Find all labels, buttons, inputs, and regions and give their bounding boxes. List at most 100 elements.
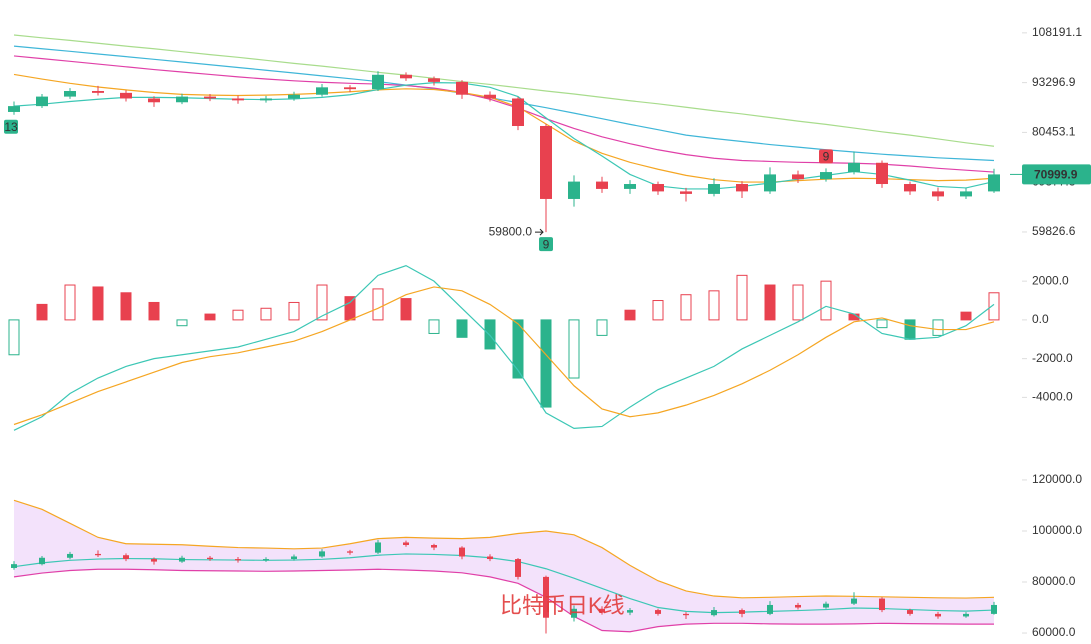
signal-badge (4, 119, 18, 134)
candle-body (260, 98, 272, 101)
candle-body (484, 94, 496, 99)
ma-line (13, 73, 995, 183)
macd-bar (120, 292, 132, 321)
band-line (13, 499, 995, 599)
candle-body (39, 557, 45, 565)
candle-body (319, 551, 325, 557)
macd-bar (652, 300, 664, 321)
candle-body (680, 191, 692, 194)
macd-bar (36, 303, 48, 321)
candle-body (568, 181, 580, 199)
macd-bar (708, 290, 720, 321)
candle-body (767, 604, 773, 614)
macd-bar (960, 311, 972, 321)
candle-body (683, 613, 689, 616)
macd-bar (148, 301, 160, 321)
candle-body (739, 610, 745, 614)
candle-body (67, 553, 73, 558)
candle-body (459, 547, 465, 557)
candle-body (176, 96, 188, 103)
macd-bar (904, 319, 916, 340)
candle-body (204, 96, 216, 99)
candle-body (291, 556, 297, 560)
y-tick-label: -2000.0 (1032, 351, 1073, 365)
macd-line (13, 264, 995, 431)
macd-bar (260, 307, 272, 321)
macd-bar (624, 309, 636, 321)
y-tick-label: 108191.1 (1032, 25, 1082, 39)
macd-bar (288, 301, 300, 321)
candle-body (431, 545, 437, 548)
signal-badge (539, 237, 553, 252)
band-line (13, 568, 994, 633)
candle-body (540, 126, 552, 199)
y-tick-label: 93296.9 (1032, 75, 1076, 89)
candle-body (487, 556, 493, 560)
candle-body (151, 559, 157, 562)
candle-body (599, 608, 605, 613)
candle-body (851, 598, 857, 604)
candle-body (123, 555, 129, 560)
candle-body (344, 87, 356, 90)
candle-body (988, 174, 1000, 192)
candle-body (263, 559, 269, 561)
low-price-label: 59800.0 (489, 224, 533, 238)
macd-bar (512, 319, 524, 379)
macd-bar (484, 319, 496, 350)
candle-body (932, 191, 944, 197)
macd-bar (540, 319, 552, 408)
candle-body (963, 613, 969, 617)
y-tick-label: -4000.0 (1032, 390, 1073, 404)
last-price-label: 70999.9 (1034, 168, 1078, 182)
y-tick-label: 80453.1 (1032, 125, 1076, 139)
ma-line (13, 34, 995, 147)
macd-bar (8, 319, 20, 356)
candle-body (907, 610, 913, 614)
macd-bar (596, 319, 608, 336)
macd-bar (204, 313, 216, 321)
candle-body (652, 184, 664, 192)
ma-line (13, 82, 995, 190)
candle-body (403, 542, 409, 546)
band-fill (14, 500, 994, 632)
candle-body (596, 181, 608, 189)
macd-bar (876, 319, 888, 329)
low-arrow (535, 228, 544, 236)
candle-body (372, 74, 384, 90)
signal-badge (819, 149, 833, 164)
candle-body (792, 174, 804, 180)
macd-bar (372, 288, 384, 321)
candle-body (400, 74, 412, 79)
last-price-badge (1022, 164, 1091, 185)
y-tick-label: 0.0 (1032, 312, 1049, 326)
watermark: 比特币日K线 (500, 593, 625, 618)
candle-body (571, 608, 577, 618)
candle-body (207, 557, 213, 560)
candle-body (960, 191, 972, 197)
candle-body (11, 564, 17, 568)
macd-bar (736, 274, 748, 321)
macd-bar (400, 298, 412, 321)
band-line (13, 553, 995, 614)
candle-body (764, 174, 776, 192)
candle-body (375, 542, 381, 553)
candle-body (823, 603, 829, 608)
macd-bar (428, 319, 440, 334)
candle-body (515, 559, 521, 577)
candle-body (736, 184, 748, 192)
candle-body (904, 184, 916, 192)
signal-label: 9 (543, 237, 550, 251)
signal-label: 13 (4, 120, 18, 134)
macd-bar (64, 284, 76, 321)
candle-body (120, 92, 132, 99)
candle-body (543, 576, 549, 618)
y-tick-label: 100000.0 (1032, 523, 1082, 537)
candle-body (655, 610, 661, 614)
candle-body (148, 98, 160, 103)
macd-bar (316, 284, 328, 321)
candle-body (316, 87, 328, 95)
y-tick-label: 60000.0 (1032, 625, 1076, 639)
macd-bar (932, 319, 944, 336)
